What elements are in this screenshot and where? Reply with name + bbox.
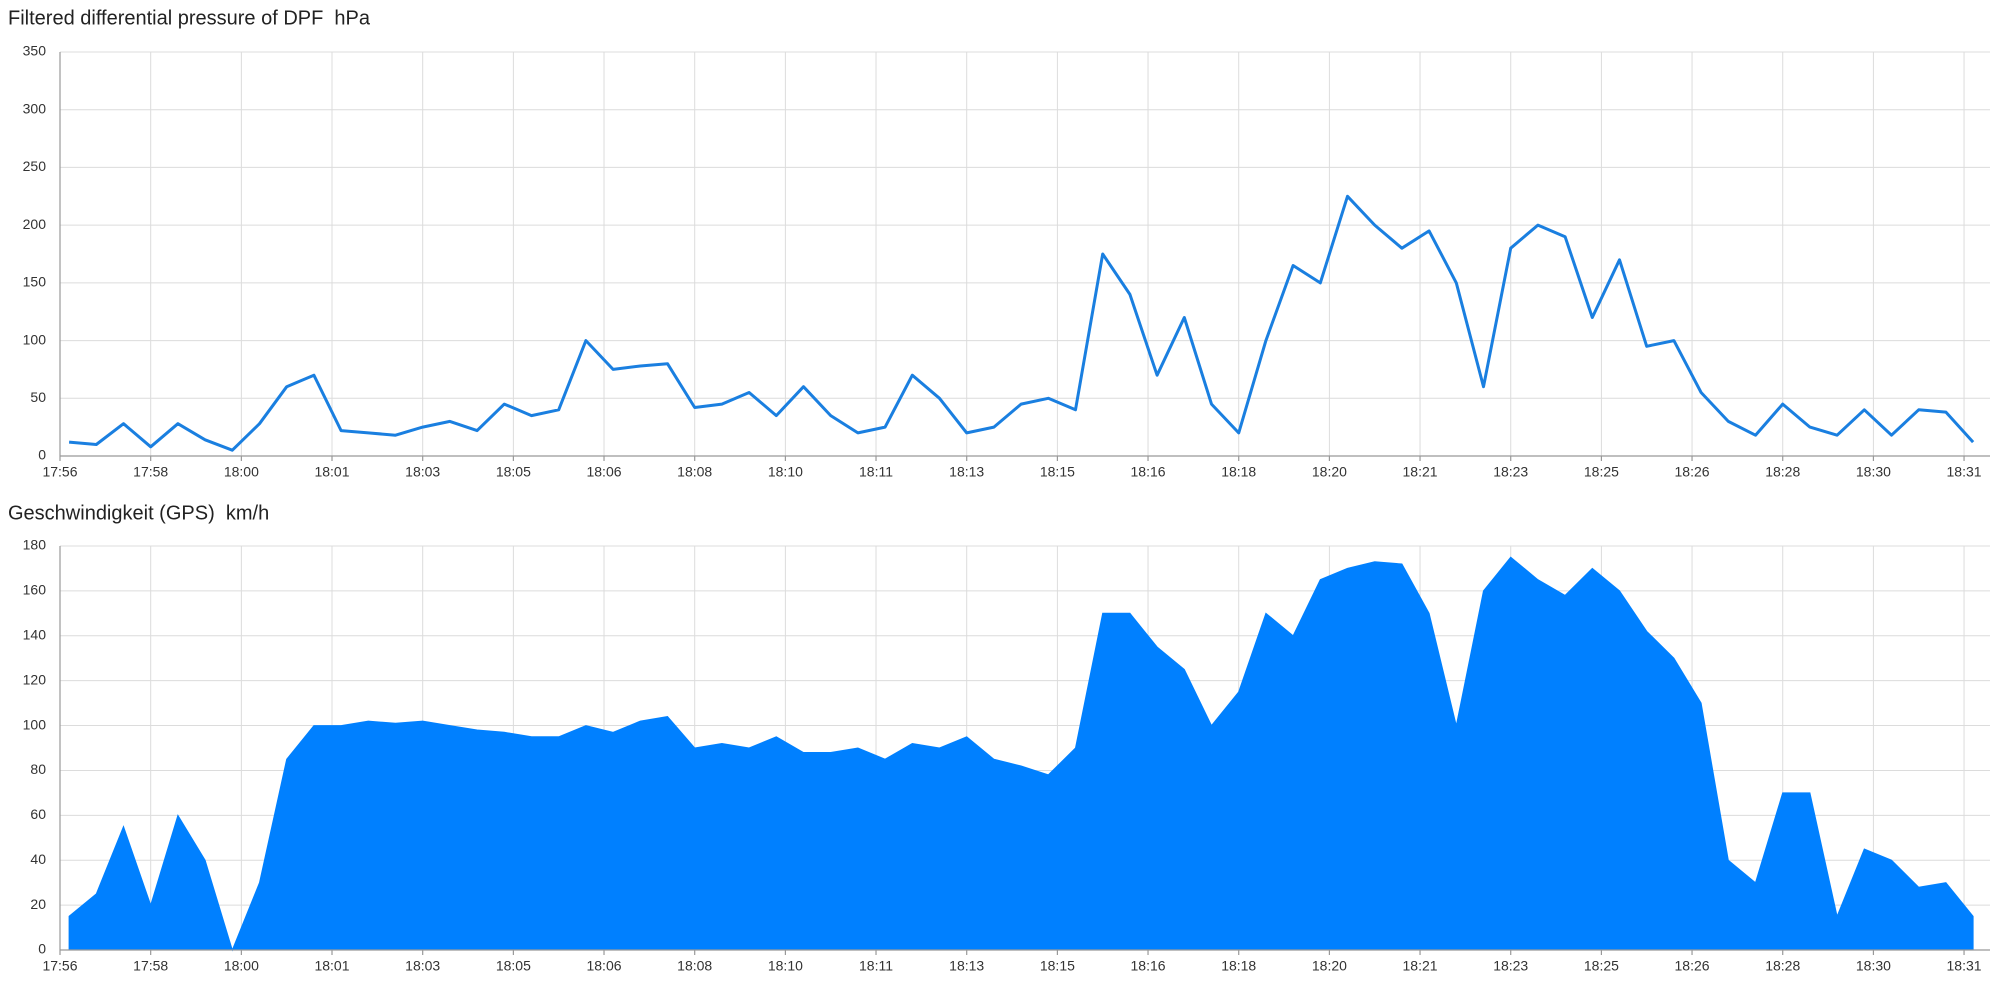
x-tick-label: 18:20 (1312, 464, 1347, 480)
x-tick-label: 18:25 (1584, 958, 1619, 974)
x-tick-label: 18:06 (586, 464, 621, 480)
x-tick-label: 18:16 (1131, 958, 1166, 974)
x-tick-label: 18:15 (1040, 464, 1075, 480)
x-tick-label: 18:16 (1131, 464, 1166, 480)
x-tick-label: 18:26 (1675, 464, 1710, 480)
x-tick-label: 18:01 (314, 464, 349, 480)
y-tick-label: 0 (38, 941, 46, 957)
y-tick-label: 200 (23, 216, 47, 232)
x-tick-label: 18:21 (1403, 958, 1438, 974)
y-tick-label: 180 (23, 537, 47, 553)
x-tick-label: 18:08 (677, 958, 712, 974)
x-tick-label: 18:26 (1675, 958, 1710, 974)
x-tick-label: 18:21 (1403, 464, 1438, 480)
x-tick-label: 18:31 (1947, 464, 1982, 480)
y-tick-label: 40 (30, 851, 46, 867)
y-tick-label: 0 (38, 447, 46, 463)
chart-title: Geschwindigkeit (GPS) km/h (8, 502, 269, 524)
x-tick-label: 18:08 (677, 464, 712, 480)
x-tick-label: 18:30 (1856, 464, 1891, 480)
x-tick-label: 17:58 (133, 464, 168, 480)
x-tick-label: 18:23 (1493, 958, 1528, 974)
x-tick-label: 18:05 (496, 958, 531, 974)
x-tick-label: 17:56 (42, 958, 77, 974)
x-tick-label: 18:13 (949, 464, 984, 480)
x-tick-label: 18:28 (1765, 958, 1800, 974)
x-tick-label: 18:23 (1493, 464, 1528, 480)
y-tick-label: 140 (23, 626, 47, 642)
x-tick-label: 18:10 (768, 464, 803, 480)
y-tick-label: 250 (23, 158, 47, 174)
x-tick-label: 18:00 (224, 958, 259, 974)
x-tick-label: 18:03 (405, 958, 440, 974)
x-tick-label: 18:30 (1856, 958, 1891, 974)
y-tick-label: 150 (23, 274, 47, 290)
y-tick-label: 100 (23, 716, 47, 732)
x-tick-label: 18:11 (859, 464, 893, 480)
y-tick-label: 20 (30, 896, 46, 912)
y-tick-label: 120 (23, 671, 47, 687)
x-tick-label: 18:03 (405, 464, 440, 480)
x-tick-label: 18:20 (1312, 958, 1347, 974)
x-tick-label: 18:31 (1947, 958, 1982, 974)
y-tick-label: 300 (23, 100, 47, 116)
x-tick-label: 18:18 (1221, 958, 1256, 974)
x-tick-label: 17:56 (42, 464, 77, 480)
y-tick-label: 100 (23, 331, 47, 347)
y-tick-label: 60 (30, 806, 46, 822)
data-area (68, 556, 1974, 952)
x-tick-label: 17:58 (133, 958, 168, 974)
x-tick-label: 18:18 (1221, 464, 1256, 480)
y-tick-label: 80 (30, 761, 46, 777)
x-tick-label: 18:00 (224, 464, 259, 480)
x-tick-label: 18:28 (1765, 464, 1800, 480)
y-tick-label: 160 (23, 582, 47, 598)
x-tick-label: 18:05 (496, 464, 531, 480)
x-tick-label: 18:25 (1584, 464, 1619, 480)
x-tick-label: 18:01 (314, 958, 349, 974)
data-line (68, 194, 1975, 452)
y-tick-label: 50 (30, 389, 46, 405)
x-tick-label: 18:10 (768, 958, 803, 974)
y-tick-label: 350 (23, 43, 47, 59)
x-tick-label: 18:15 (1040, 958, 1075, 974)
x-tick-label: 18:13 (949, 958, 984, 974)
chart-title: Filtered differential pressure of DPF hP… (8, 7, 371, 29)
x-tick-label: 18:11 (859, 958, 893, 974)
x-tick-label: 18:06 (586, 958, 621, 974)
